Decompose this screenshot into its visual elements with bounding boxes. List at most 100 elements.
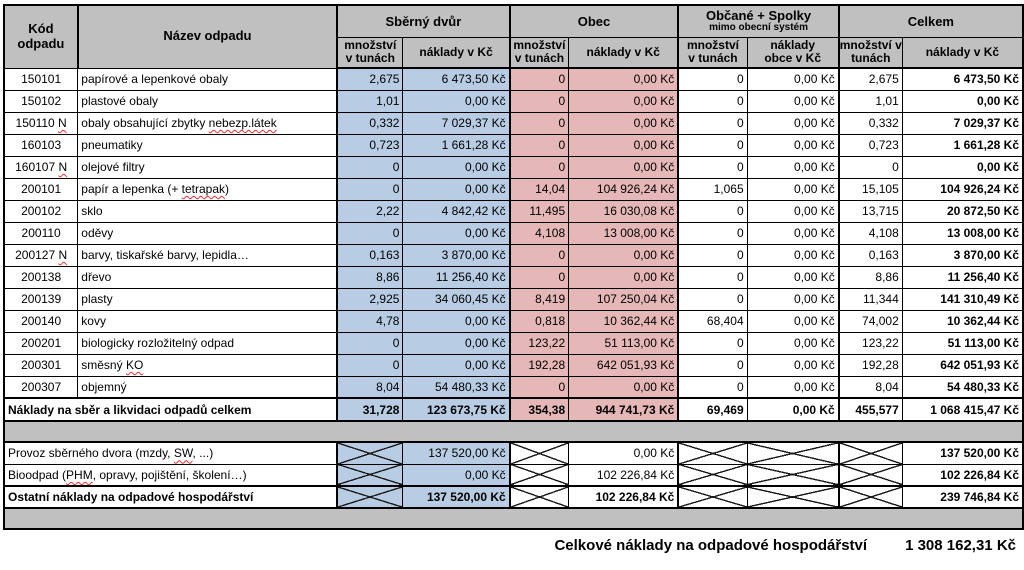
cell-code[interactable]: 160103 [3, 133, 79, 157]
cell-sd-qty[interactable]: 0 [336, 331, 404, 355]
cell-sd-cost[interactable]: 137 520,00 Kč [402, 441, 511, 465]
grand-total-label[interactable]: Celkové náklady na odpadové hospodářství [554, 537, 868, 554]
cell-obec-qty[interactable]: 0 [509, 67, 570, 91]
cell-totals-label[interactable]: Náklady na sběr a likvidaci odpadů celke… [3, 397, 339, 422]
cell-sd-cost[interactable]: 0,00 Kč [402, 353, 511, 377]
cell-sd-qty[interactable]: 0 [336, 155, 404, 179]
cell-sd-cost[interactable]: 0,00 Kč [402, 177, 511, 201]
cell-name[interactable]: obaly obsahující zbytky nebezp.látek [77, 111, 339, 135]
cell-tot-cost[interactable]: 54 480,33 Kč [901, 375, 1024, 399]
subheader-obc-qty[interactable]: množství v tunách [677, 36, 748, 69]
cell-crossed-obc-qty[interactable] [677, 441, 748, 465]
cell-code[interactable]: 160107 N [3, 155, 79, 179]
cell-extra-label[interactable]: Ostatní náklady na odpadové hospodářství [3, 485, 339, 509]
cell-obc-cost[interactable]: 0,00 Kč [746, 155, 840, 179]
cell-tot-cost[interactable]: 1 661,28 Kč [901, 133, 1024, 157]
cell-total-obec-qty[interactable]: 354,38 [509, 397, 570, 422]
cell-code[interactable]: 200102 [3, 199, 79, 223]
cell-obec-qty[interactable]: 0 [509, 89, 570, 113]
cell-obc-qty[interactable]: 0 [677, 155, 748, 179]
cell-sd-cost[interactable]: 0,00 Kč [402, 309, 511, 333]
cell-total-tot-qty[interactable]: 455,577 [838, 397, 903, 422]
cell-obc-qty[interactable]: 0 [677, 133, 748, 157]
subheader-tot-cost[interactable]: náklady v Kč [901, 36, 1024, 69]
cell-tot-qty[interactable]: 192,28 [838, 353, 903, 377]
cell-tot-cost[interactable]: 0,00 Kč [901, 155, 1024, 179]
cell-code[interactable]: 200307 [3, 375, 79, 399]
cell-tot-qty[interactable]: 1,01 [838, 89, 903, 113]
cell-obec-cost[interactable]: 10 362,44 Kč [568, 309, 680, 333]
cell-crossed-tot-qty[interactable] [838, 485, 903, 509]
cell-name[interactable]: papírové a lepenkové obaly [77, 67, 339, 91]
cell-name[interactable]: plastové obaly [77, 89, 339, 113]
cell-total-tot-cost[interactable]: 1 068 415,47 Kč [901, 397, 1024, 422]
cell-extra-label[interactable]: Bioodpad (PHM, opravy, pojištění, školen… [3, 463, 339, 487]
cell-obc-cost[interactable]: 0,00 Kč [746, 375, 840, 399]
cell-obc-qty[interactable]: 0 [677, 89, 748, 113]
cell-obec-cost[interactable]: 0,00 Kč [568, 441, 680, 465]
cell-name[interactable]: kovy [77, 309, 339, 333]
cell-name[interactable]: barvy, tiskařské barvy, lepidla… [77, 243, 339, 267]
cell-obc-cost[interactable]: 0,00 Kč [746, 177, 840, 201]
grand-total-value[interactable]: 1 308 162,31 Kč [905, 537, 1016, 554]
cell-tot-cost[interactable]: 20 872,50 Kč [901, 199, 1024, 223]
cell-name[interactable]: sklo [77, 199, 339, 223]
cell-tot-qty[interactable]: 13,715 [838, 199, 903, 223]
cell-tot-qty[interactable]: 8,86 [838, 265, 903, 289]
cell-obec-qty[interactable]: 123,22 [509, 331, 570, 355]
cell-sd-cost[interactable]: 0,00 Kč [402, 331, 511, 355]
cell-obc-qty[interactable]: 0 [677, 375, 748, 399]
cell-crossed-obc-cost[interactable] [746, 485, 840, 509]
cell-obc-cost[interactable]: 0,00 Kč [746, 221, 840, 245]
cell-obec-cost[interactable]: 0,00 Kč [568, 89, 680, 113]
cell-tot-qty[interactable]: 123,22 [838, 331, 903, 355]
cell-obec-cost[interactable]: 51 113,00 Kč [568, 331, 680, 355]
cell-sd-cost[interactable]: 0,00 Kč [402, 463, 511, 487]
cell-obc-cost[interactable]: 0,00 Kč [746, 243, 840, 267]
cell-obec-cost[interactable]: 0,00 Kč [568, 243, 680, 267]
cell-obec-cost[interactable]: 642 051,93 Kč [568, 353, 680, 377]
subheader-obec-qty[interactable]: množství v tunách [509, 36, 570, 69]
cell-obc-cost[interactable]: 0,00 Kč [746, 331, 840, 355]
cell-sd-qty[interactable]: 4,78 [336, 309, 404, 333]
cell-obec-cost[interactable]: 16 030,08 Kč [568, 199, 680, 223]
cell-code[interactable]: 150110 N [3, 111, 79, 135]
cell-obec-qty[interactable]: 0 [509, 375, 570, 399]
cell-obc-qty[interactable]: 0 [677, 67, 748, 91]
cell-name[interactable]: objemný [77, 375, 339, 399]
cell-crossed-sd-qty[interactable] [336, 485, 404, 509]
cell-tot-cost[interactable]: 102 226,84 Kč [901, 463, 1024, 487]
cell-sd-cost[interactable]: 7 029,37 Kč [402, 111, 511, 135]
subheader-tot-qty[interactable]: množství v tunách [838, 36, 903, 69]
cell-obc-cost[interactable]: 0,00 Kč [746, 199, 840, 223]
cell-obec-qty[interactable]: 8,419 [509, 287, 570, 311]
cell-obec-cost[interactable]: 107 250,04 Kč [568, 287, 680, 311]
cell-obec-cost[interactable]: 0,00 Kč [568, 375, 680, 399]
cell-extra-label[interactable]: Provoz sběrného dvora (mzdy, SW, ...) [3, 441, 339, 465]
cell-tot-qty[interactable]: 4,108 [838, 221, 903, 245]
cell-tot-qty[interactable]: 0,332 [838, 111, 903, 135]
cell-obc-cost[interactable]: 0,00 Kč [746, 89, 840, 113]
cell-code[interactable]: 200140 [3, 309, 79, 333]
cell-obc-qty[interactable]: 0 [677, 331, 748, 355]
header-code[interactable]: Kód odpadu [3, 4, 79, 69]
cell-code[interactable]: 200201 [3, 331, 79, 355]
cell-name[interactable]: dřevo [77, 265, 339, 289]
cell-sd-cost[interactable]: 3 870,00 Kč [402, 243, 511, 267]
subheader-obec-cost[interactable]: náklady v Kč [568, 36, 680, 69]
cell-sd-qty[interactable]: 2,675 [336, 67, 404, 91]
cell-tot-cost[interactable]: 137 520,00 Kč [901, 441, 1024, 465]
cell-crossed-tot-qty[interactable] [838, 463, 903, 487]
cell-obc-cost[interactable]: 0,00 Kč [746, 111, 840, 135]
cell-obc-cost[interactable]: 0,00 Kč [746, 133, 840, 157]
cell-obc-cost[interactable]: 0,00 Kč [746, 353, 840, 377]
cell-obec-cost[interactable]: 0,00 Kč [568, 155, 680, 179]
cell-sd-cost[interactable]: 6 473,50 Kč [402, 67, 511, 91]
cell-tot-cost[interactable]: 10 362,44 Kč [901, 309, 1024, 333]
cell-tot-qty[interactable]: 11,344 [838, 287, 903, 311]
cell-obc-qty[interactable]: 0 [677, 221, 748, 245]
cell-obec-cost[interactable]: 0,00 Kč [568, 133, 680, 157]
cell-obec-qty[interactable]: 0,818 [509, 309, 570, 333]
cell-crossed-sd-qty[interactable] [336, 463, 404, 487]
cell-tot-qty[interactable]: 8,04 [838, 375, 903, 399]
